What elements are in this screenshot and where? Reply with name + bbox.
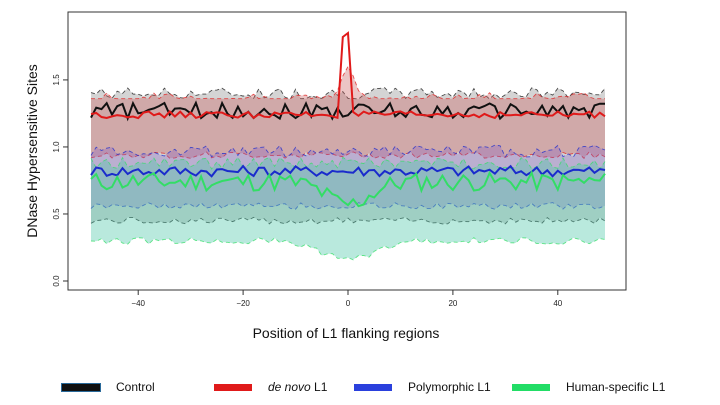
y-tick-label: 1.0	[52, 141, 61, 153]
y-tick-label: 0.0	[52, 275, 61, 287]
band-de-novo-l1	[91, 66, 605, 159]
x-tick-label: 0	[346, 299, 351, 308]
line-de-novo-l1	[90, 31, 606, 120]
legend: Control de novo L1 Polymorphic L1 Human-…	[0, 380, 720, 400]
line-control	[90, 100, 605, 122]
lower-bound-de-novo-l1	[90, 151, 606, 159]
y-tick-label: 1.5	[52, 74, 61, 86]
band-polymorphic-l1	[91, 145, 605, 210]
legend-swatch-polymorphic	[354, 383, 392, 391]
x-tick-label: 20	[448, 299, 457, 308]
y-tick-label: 0.5	[52, 208, 61, 220]
upper-bound-polymorphic-l1	[90, 144, 606, 158]
lower-bound-polymorphic-l1	[90, 202, 606, 210]
legend-label-human-specific: Human-specific L1	[566, 380, 666, 394]
legend-item-de-novo: de novo L1	[214, 380, 327, 394]
legend-item-control: Control	[61, 380, 155, 394]
legend-label-control: Control	[116, 380, 155, 394]
y-axis: 0.0 0.5 1.0 1.5	[52, 74, 69, 287]
upper-bound-human-specific-l1	[90, 156, 606, 170]
x-axis-title: Position of L1 flanking regions	[253, 325, 440, 341]
legend-swatch-control	[61, 382, 101, 392]
lower-bound-control	[90, 216, 606, 225]
x-tick-label: 40	[553, 299, 562, 308]
legend-item-human-specific: Human-specific L1	[512, 380, 665, 394]
legend-swatch-de-novo	[214, 383, 252, 391]
upper-bound-de-novo-l1	[91, 65, 605, 100]
x-tick-label: −40	[131, 299, 145, 308]
plot-area	[90, 31, 606, 261]
legend-swatch-human-specific	[512, 383, 550, 391]
x-tick-label: −20	[236, 299, 250, 308]
line-human-specific-l1	[90, 170, 606, 208]
x-axis: −40 −20 0 20 40	[131, 289, 563, 308]
legend-item-polymorphic: Polymorphic L1	[354, 380, 491, 394]
lower-bound-human-specific-l1	[90, 236, 606, 261]
legend-label-polymorphic: Polymorphic L1	[408, 380, 491, 394]
upper-bound-control	[90, 87, 606, 100]
line-polymorphic-l1	[90, 164, 606, 178]
legend-label-de-novo: de novo L1	[268, 380, 328, 394]
y-axis-title: DNase Hypersensitive Sites	[24, 64, 40, 238]
